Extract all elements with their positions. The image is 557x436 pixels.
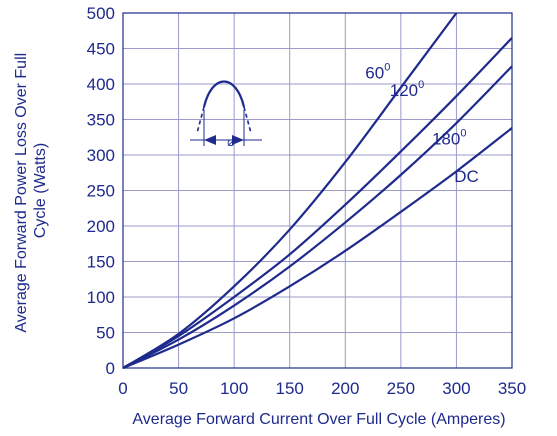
y-tick-label: 400 — [87, 75, 115, 94]
dashed-right-tail — [243, 106, 252, 134]
y-tick-label: 250 — [87, 182, 115, 201]
series-line-60 — [122, 12, 458, 369]
series-line-180 — [122, 65, 513, 369]
y-tick-label: 100 — [87, 288, 115, 307]
x-tick-label: 350 — [498, 379, 526, 398]
x-tick-label: 250 — [387, 379, 415, 398]
y-tick-label: 50 — [96, 324, 115, 343]
series-label-120: 1200 — [390, 79, 425, 100]
left-arrow-icon — [204, 135, 216, 145]
y-axis-title-line-1: Average Forward Power Loss Over Full — [13, 53, 30, 333]
x-tick-labels: 0 50 100 150 200 250 300 350 — [118, 379, 526, 398]
y-tick-label: 0 — [106, 359, 115, 378]
series-label-180: 1800 — [432, 127, 467, 148]
grid — [122, 12, 513, 369]
x-axis-title: Average Forward Current Over Full Cycle … — [132, 411, 505, 428]
y-tick-label: 200 — [87, 217, 115, 236]
y-tick-label: 150 — [87, 253, 115, 272]
series-label-60: 600 — [365, 61, 390, 82]
x-tick-label: 0 — [118, 379, 127, 398]
x-tick-label: 100 — [220, 379, 248, 398]
angle-symbol: ⌀ — [227, 135, 235, 150]
series-lines — [122, 12, 513, 370]
half-sine-conduction-angle-icon — [202, 80, 246, 108]
series-label-dc: DC — [454, 167, 479, 186]
y-tick-label: 300 — [87, 146, 115, 165]
y-tick-label: 500 — [87, 4, 115, 23]
y-tick-label: 350 — [87, 111, 115, 130]
y-tick-labels: 0 50 100 150 200 250 300 350 400 450 500 — [87, 4, 115, 378]
x-tick-label: 150 — [276, 379, 304, 398]
y-axis-title-line-2: Cycle (Watts) — [32, 143, 49, 238]
x-tick-label: 200 — [331, 379, 359, 398]
dashed-left-tail — [196, 106, 205, 134]
x-tick-label: 50 — [169, 379, 188, 398]
series-line-120 — [122, 37, 513, 369]
x-tick-label: 300 — [442, 379, 470, 398]
plot-frame — [122, 12, 513, 369]
series-line-dc — [122, 127, 513, 370]
y-axis-title: Average Forward Power Loss Over Full Cyc… — [13, 48, 49, 332]
conduction-angle-inset: ⌀ — [190, 80, 262, 150]
y-tick-label: 450 — [87, 40, 115, 59]
right-arrow-icon — [232, 135, 244, 145]
